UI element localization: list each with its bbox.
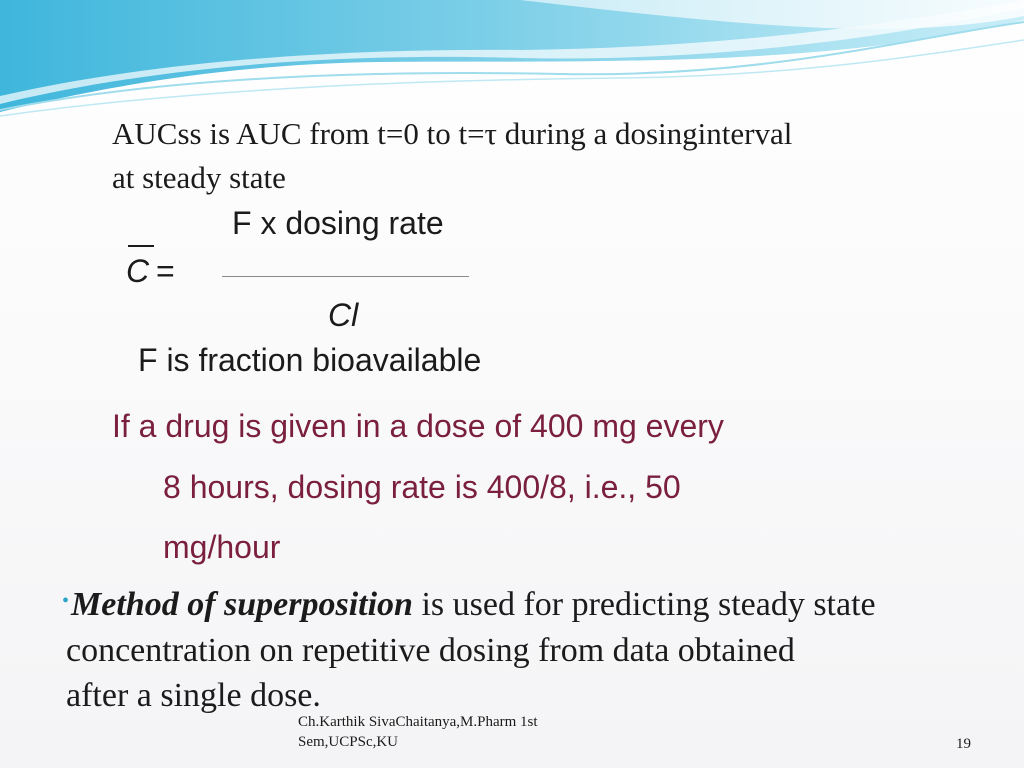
superposition-bullet-line3: after a single dose. (66, 677, 321, 714)
example-line-3: mg/hour (163, 529, 281, 565)
formula-equals-sign: = (156, 253, 175, 289)
example-line-2: 8 hours, dosing rate is 400/8, i.e., 50 (163, 469, 681, 505)
footer-author-line2: Sem,UCPSc,KU (298, 734, 399, 750)
formula-denominator: Cl (328, 297, 359, 333)
superposition-bullet-line1: •Method of superposition is used for pre… (62, 586, 876, 624)
aucss-definition-line2: at steady state (112, 160, 286, 195)
slide-page-number: 19 (956, 736, 971, 752)
superposition-bold-term: Method of superposition (71, 586, 413, 623)
superposition-line1-rest: is used for predicting steady state (412, 586, 876, 623)
formula-numerator: F x dosing rate (232, 205, 444, 241)
bullet-dot-icon: • (62, 590, 70, 612)
bioavailability-note: F is fraction bioavailable (138, 342, 482, 378)
footer-author-line1: Ch.Karthik SivaChaitanya,M.Pharm 1st (298, 714, 538, 730)
formula-fraction-line (222, 276, 469, 277)
aucss-definition-line1: AUCss is AUC from t=0 to t=τ during a do… (112, 116, 793, 151)
c-bar-overline (128, 245, 154, 247)
header-wave-decoration (0, 0, 1024, 117)
formula-c-bar-symbol: C (126, 253, 150, 289)
superposition-bullet-line2: concentration on repetitive dosing from … (66, 632, 795, 669)
example-line-1: If a drug is given in a dose of 400 mg e… (112, 408, 724, 444)
